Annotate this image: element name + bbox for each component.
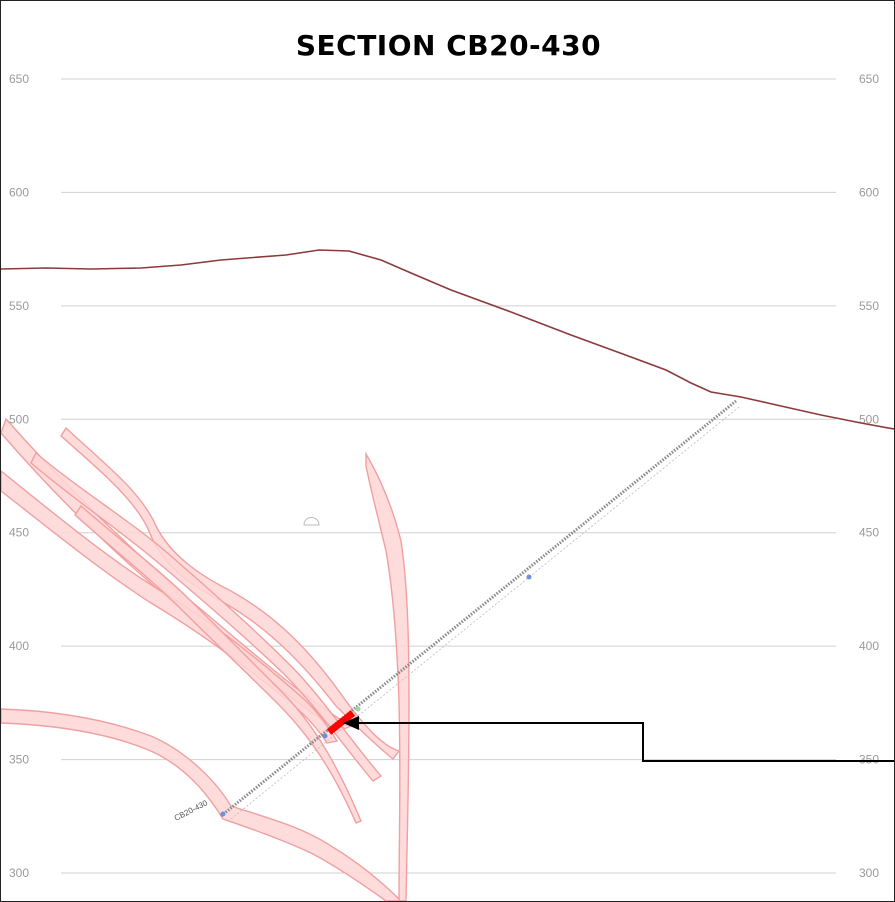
tick-label-left-300: 300: [9, 866, 29, 880]
tick-label-left-450: 450: [9, 526, 29, 540]
tick-label-left-650: 650: [9, 72, 29, 86]
drill-marker-blue-2: [526, 574, 532, 580]
vein-shape-7: [365, 451, 410, 901]
tick-label-right-650: 650: [859, 72, 879, 86]
drill-intercept: [326, 710, 356, 735]
callout-arrow-line: [357, 722, 894, 762]
topography-line: [1, 249, 894, 430]
drill-marker-blue-3: [322, 733, 328, 739]
tick-label-right-600: 600: [859, 185, 879, 199]
tick-label-right-400: 400: [859, 639, 879, 653]
callout-arrow: [343, 716, 894, 762]
tick-label-right-350: 350: [859, 753, 879, 767]
tick-label-right-550: 550: [859, 299, 879, 313]
tick-label-right-450: 450: [859, 526, 879, 540]
callout-arrow-head: [343, 716, 359, 730]
drillhole-label: CB20-430: [173, 798, 210, 823]
vein-shape-6: [1, 708, 402, 901]
drill-marker-green: [355, 706, 361, 712]
drill-trace-line: [220, 399, 737, 818]
vein-shape-3: [60, 426, 401, 761]
tick-label-left-400: 400: [9, 639, 29, 653]
marker-glyph: [303, 517, 320, 526]
topography-profile: [1, 249, 894, 430]
tick-label-right-300: 300: [859, 866, 879, 880]
vein-shape-4: [30, 451, 383, 782]
tick-label-left-500: 500: [9, 412, 29, 426]
vein-shape-5: [74, 504, 362, 824]
drill-marker-blue-1: [220, 811, 226, 817]
vein-shape-2: [1, 470, 339, 744]
tick-label-left-350: 350: [9, 753, 29, 767]
vein-domains: [1, 417, 410, 901]
tick-label-left-600: 600: [9, 185, 29, 199]
drill-trace-offset: [230, 406, 740, 820]
tick-label-left-550: 550: [9, 299, 29, 313]
section-title: SECTION CB20-430: [295, 29, 602, 62]
